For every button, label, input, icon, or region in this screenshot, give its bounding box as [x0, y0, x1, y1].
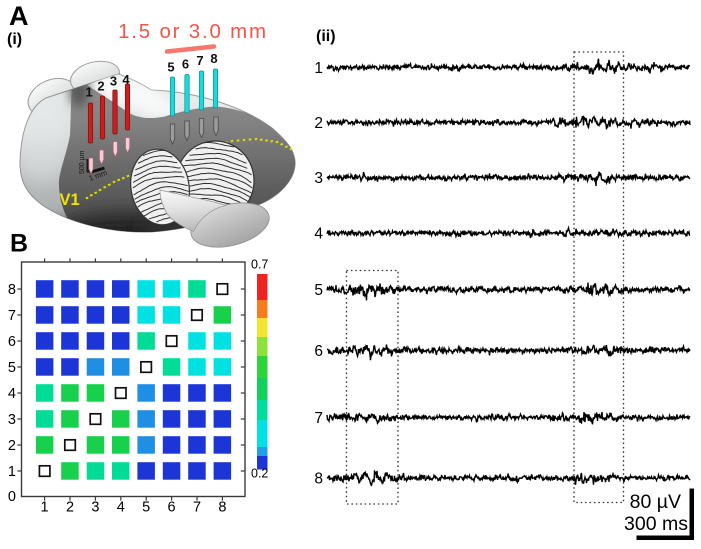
svg-text:2: 2: [66, 500, 74, 516]
svg-text:4: 4: [117, 500, 125, 516]
svg-text:8: 8: [314, 471, 323, 488]
svg-text:(ii): (ii): [316, 28, 336, 45]
svg-text:5: 5: [167, 60, 174, 75]
svg-text:8: 8: [210, 51, 217, 66]
svg-text:7: 7: [8, 308, 16, 324]
svg-text:8: 8: [218, 500, 226, 516]
svg-text:2: 2: [8, 438, 16, 454]
svg-text:7: 7: [193, 500, 201, 516]
svg-text:B: B: [10, 230, 28, 258]
svg-text:8: 8: [8, 282, 16, 298]
svg-text:2: 2: [314, 115, 323, 132]
svg-text:5: 5: [8, 360, 16, 376]
svg-text:2: 2: [97, 79, 104, 94]
svg-text:1: 1: [85, 85, 92, 100]
svg-text:(i): (i): [7, 31, 22, 48]
svg-text:80 µV: 80 µV: [630, 491, 681, 513]
svg-text:0.7: 0.7: [251, 258, 268, 272]
svg-text:1.5 or 3.0 mm: 1.5 or 3.0 mm: [118, 20, 268, 43]
svg-text:4: 4: [122, 72, 130, 87]
svg-text:1: 1: [8, 464, 16, 480]
svg-text:4: 4: [8, 386, 16, 402]
svg-text:6: 6: [8, 334, 16, 350]
svg-text:4: 4: [314, 226, 323, 243]
svg-text:500 µm: 500 µm: [79, 150, 86, 174]
svg-text:1: 1: [41, 500, 49, 516]
svg-text:1: 1: [314, 60, 323, 77]
svg-text:6: 6: [314, 343, 323, 360]
svg-text:3: 3: [314, 170, 323, 187]
svg-text:5: 5: [142, 500, 150, 516]
svg-text:3: 3: [110, 74, 117, 89]
svg-text:V1: V1: [60, 191, 80, 209]
svg-text:7: 7: [314, 410, 323, 427]
svg-text:3: 3: [8, 412, 16, 428]
svg-text:0.2: 0.2: [251, 467, 268, 481]
svg-text:7: 7: [196, 53, 203, 68]
svg-text:300 ms: 300 ms: [624, 513, 688, 535]
svg-text:6: 6: [182, 57, 189, 72]
svg-text:0: 0: [8, 489, 16, 505]
svg-text:5: 5: [314, 282, 323, 299]
svg-text:A: A: [9, 1, 29, 31]
svg-text:6: 6: [168, 500, 176, 516]
svg-text:3: 3: [91, 500, 99, 516]
